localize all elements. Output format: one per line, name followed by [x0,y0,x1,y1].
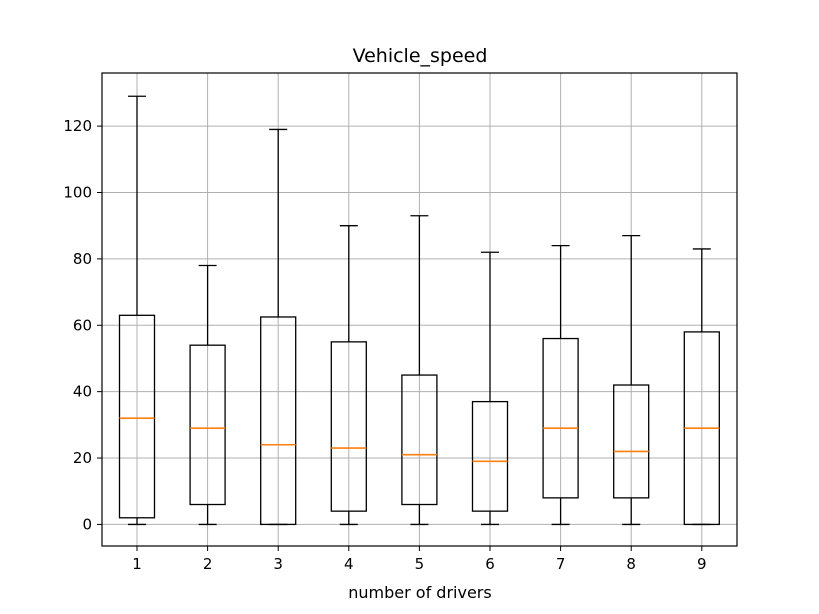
tick-layer: 0 20 40 60 80 100 120 1 2 3 4 5 6 7 8 9 [63,117,706,573]
box-4 [330,225,367,526]
x-tick-label: 5 [415,555,425,573]
box-5 [401,215,438,526]
box-iqr [260,316,297,526]
box-9 [683,248,720,526]
box-8 [613,234,650,526]
y-tick-label: 80 [73,250,92,268]
box-iqr [118,314,156,519]
chart-title: Vehicle_speed [353,45,488,67]
box-iqr [613,384,650,499]
box-6 [471,251,509,526]
x-tick-label: 7 [556,555,566,573]
y-tick-label: 100 [63,183,92,201]
x-tick-label: 4 [344,555,354,573]
box-layer [118,95,720,526]
x-tick-label: 3 [273,555,283,573]
box-iqr [330,341,367,512]
x-tick-label: 6 [485,555,495,573]
box-3 [260,128,297,526]
box-1 [118,95,156,526]
y-tick-label: 40 [73,383,92,401]
x-tick-label: 2 [203,555,213,573]
x-tick-label: 8 [626,555,636,573]
box-iqr [189,344,226,506]
y-tick-label: 60 [73,316,92,334]
x-tick-label: 9 [697,555,707,573]
box-iqr [401,374,438,506]
x-tick-label: 1 [132,555,142,573]
y-tick-label: 120 [63,117,92,135]
box-2 [189,264,226,526]
box-iqr [471,400,509,512]
box-iqr [542,337,579,499]
x-axis-label: number of drivers [348,583,491,602]
y-tick-label: 20 [73,449,92,467]
y-tick-label: 0 [82,515,92,533]
box-7 [542,244,579,526]
